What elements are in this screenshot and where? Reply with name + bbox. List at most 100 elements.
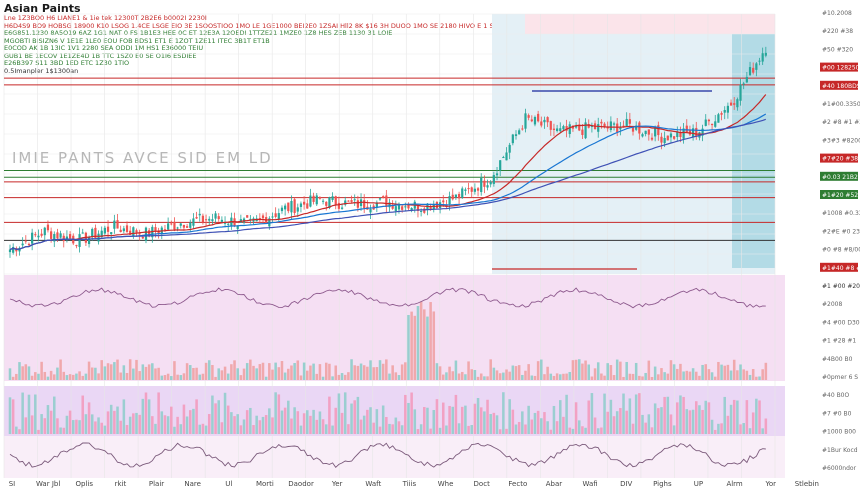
candle	[552, 128, 556, 130]
candle	[192, 218, 195, 226]
indicator-bar	[157, 392, 160, 434]
zone-highlight	[732, 18, 775, 268]
indicator-bar	[315, 419, 319, 434]
volume-bar	[543, 374, 546, 380]
indicator-bar	[207, 414, 211, 434]
price-label-box	[820, 171, 858, 181]
indicator-bar	[679, 395, 682, 434]
indicator-bar	[381, 405, 385, 434]
volume-bar	[426, 316, 429, 380]
indicator-bar	[299, 425, 303, 434]
volume-bar	[271, 369, 274, 380]
candle	[306, 203, 309, 209]
indicator-bar	[720, 423, 723, 434]
volume-bar	[192, 368, 195, 380]
price-axis-label: #1#20 #52600	[822, 192, 860, 199]
volume-pane	[4, 275, 785, 381]
indicator-bar	[622, 393, 625, 434]
candle	[249, 218, 252, 220]
volume-bar	[283, 372, 287, 380]
candle	[736, 99, 739, 108]
volume-bar	[679, 363, 682, 380]
indicator-bar	[748, 428, 752, 434]
volume-bar	[704, 364, 708, 380]
candle	[587, 124, 590, 128]
indicator-bar	[416, 429, 420, 434]
indicator-bar	[255, 415, 258, 434]
candle	[68, 234, 72, 239]
candle	[328, 197, 331, 209]
candle	[461, 188, 464, 198]
indicator-bar	[688, 410, 692, 434]
volume-bar	[264, 376, 268, 380]
candle	[508, 144, 511, 153]
volume-bar	[103, 366, 107, 380]
indicator-bar	[410, 392, 413, 434]
volume-bar	[261, 362, 265, 380]
volume-bar	[404, 362, 407, 380]
indicator-bar	[423, 407, 426, 434]
candle	[353, 199, 356, 201]
indicator-bar	[562, 416, 565, 434]
candle	[290, 200, 293, 213]
candle	[663, 137, 666, 144]
volume-bar	[68, 374, 72, 380]
indicator-bar	[745, 400, 749, 434]
volume-bar	[170, 376, 173, 380]
candle	[318, 197, 322, 199]
volume-bar	[214, 376, 217, 380]
indicator-bar	[498, 429, 502, 434]
volume-bar	[315, 373, 319, 380]
volume-bar	[18, 362, 21, 380]
x-axis-label: rkit	[115, 480, 127, 488]
candle	[154, 227, 157, 232]
candle	[451, 194, 454, 200]
volume-bar	[638, 375, 641, 380]
volume-bar	[559, 374, 562, 380]
indicator-bar	[448, 405, 451, 434]
candle	[568, 124, 571, 135]
indicator-bar	[546, 421, 549, 434]
x-axis-label: Doct	[474, 480, 491, 488]
candle	[685, 125, 688, 133]
oscillator-line	[9, 442, 766, 468]
volume-bar	[628, 373, 632, 380]
volume-bar	[249, 359, 252, 380]
candle	[499, 160, 502, 171]
volume-bar	[676, 368, 679, 380]
indicator-bar	[470, 425, 473, 434]
candle	[527, 115, 530, 118]
volume-bar	[429, 302, 432, 380]
volume-bar	[204, 362, 208, 380]
volume-bar	[521, 374, 524, 380]
volume-bar	[24, 364, 28, 380]
volume-bar	[328, 363, 331, 380]
volume-bar	[359, 363, 363, 380]
indicator-bar	[587, 400, 591, 434]
volume-bar	[27, 366, 31, 380]
volume-bar	[49, 370, 53, 380]
volume-bar	[233, 360, 236, 380]
price-axis-label: #2 #8 #1 #20	[822, 119, 860, 126]
volume-bar	[634, 362, 638, 380]
candle	[97, 233, 100, 242]
volume-bar	[81, 375, 85, 380]
candle	[350, 200, 353, 202]
candle	[584, 122, 587, 139]
volume-bar	[255, 368, 258, 380]
volume-bar	[726, 364, 730, 380]
candle	[163, 229, 167, 231]
volume-bar	[688, 371, 692, 380]
candle	[12, 246, 15, 253]
indicator-bar	[176, 416, 179, 434]
volume-bar	[517, 365, 521, 380]
indicator-bar	[46, 405, 50, 434]
x-axis-label: Morti	[256, 480, 274, 488]
price-axis-label: #00 128250	[822, 65, 860, 72]
volume-bar	[438, 366, 442, 380]
volume-bar	[745, 370, 749, 380]
info-line: E6G851.1230 8A5O19 6AZ 1G1 NAT 0 FS 1B1E…	[4, 29, 393, 37]
price-axis-label: #2#E #0 233	[822, 228, 860, 235]
volume-bar	[720, 364, 723, 380]
